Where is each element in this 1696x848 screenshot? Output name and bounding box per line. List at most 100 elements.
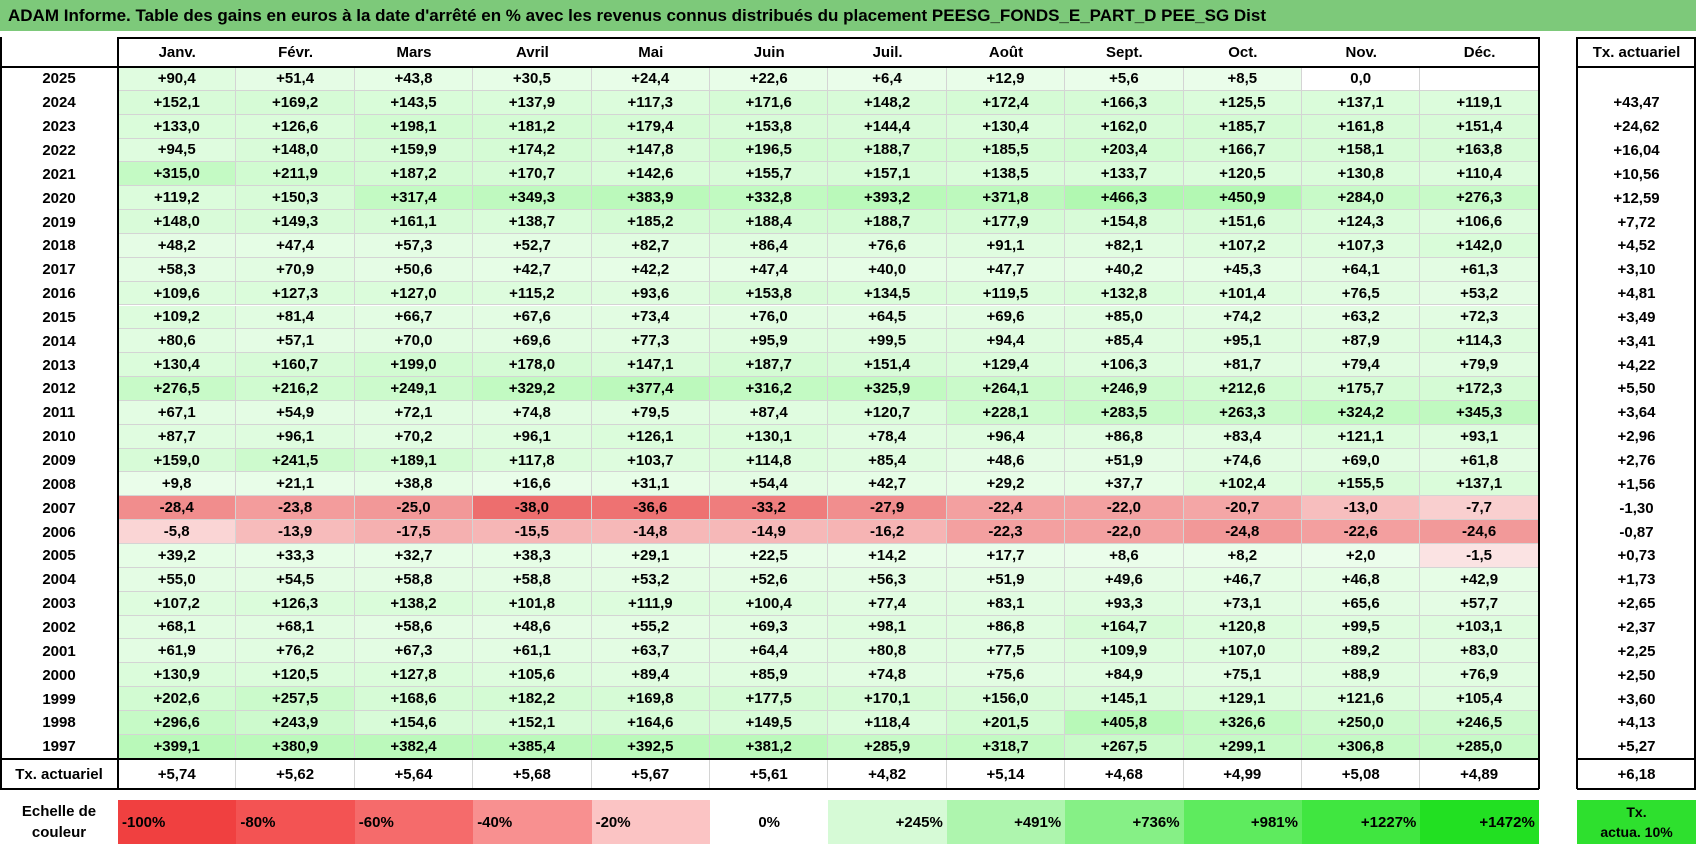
gain-cell: +101,8 <box>473 591 592 616</box>
gain-cell: +345,3 <box>1420 400 1539 425</box>
gain-cell: +77,5 <box>946 639 1066 664</box>
gain-cell: +8,2 <box>1183 544 1302 568</box>
gain-cell: +276,5 <box>118 377 237 401</box>
gain-cell: +182,2 <box>473 687 592 711</box>
gain-cell: +14,2 <box>828 544 947 568</box>
gain-cell: +161,1 <box>354 210 474 234</box>
gain-cell: +105,6 <box>473 663 592 688</box>
gain-cell: +152,1 <box>118 90 237 115</box>
gain-cell: +79,5 <box>591 400 710 425</box>
gain-cell: +129,1 <box>1183 687 1302 711</box>
gain-cell: +76,9 <box>1420 663 1539 688</box>
gain-cell: -25,0 <box>354 496 474 521</box>
gain-cell: +178,0 <box>473 353 592 378</box>
gain-cell: +114,3 <box>1420 329 1539 354</box>
tx-cell: +5,27 <box>1617 738 1656 756</box>
gain-cell: +188,4 <box>710 210 829 234</box>
gain-cell: +83,1 <box>946 591 1066 616</box>
gain-cell: +144,4 <box>828 114 947 139</box>
gain-cell: +187,7 <box>710 353 829 378</box>
gain-cell: -24,8 <box>1183 520 1302 544</box>
gain-cell: +51,9 <box>946 567 1066 592</box>
month-header: Oct. <box>1183 37 1302 67</box>
scale-swatch: +1227% <box>1302 800 1421 844</box>
gain-cell: +107,3 <box>1302 233 1421 258</box>
row-divider <box>0 788 1539 790</box>
tx-cell: +10,56 <box>1613 165 1660 183</box>
gain-cell: +78,4 <box>828 424 947 449</box>
gain-cell: +103,7 <box>591 448 710 473</box>
gain-cell: +98,1 <box>828 615 947 640</box>
gain-cell: +188,7 <box>828 210 947 234</box>
gain-cell: +285,9 <box>828 734 947 759</box>
gain-cell: +111,9 <box>591 591 710 616</box>
gain-cell: +329,2 <box>473 377 592 401</box>
gain-cell: +52,6 <box>710 567 829 592</box>
gain-cell: +147,8 <box>591 138 710 163</box>
year-label: 1997 <box>42 738 76 756</box>
gain-cell: +87,7 <box>118 424 237 449</box>
gain-cell: +105,4 <box>1420 687 1539 711</box>
gain-cell: +99,5 <box>1302 615 1421 640</box>
gain-cell: +69,3 <box>710 615 829 640</box>
gain-cell: +164,6 <box>591 710 710 735</box>
year-label: 2011 <box>42 404 76 422</box>
gain-cell: +48,6 <box>473 615 592 640</box>
scale-swatch: -80% <box>236 800 355 844</box>
gain-cell: +89,2 <box>1302 639 1421 664</box>
gain-cell: +177,9 <box>946 210 1066 234</box>
year-label: 2007 <box>42 499 76 517</box>
gain-cell: +102,4 <box>1183 472 1302 497</box>
month-header: Févr. <box>236 37 355 67</box>
tx-cell: +2,65 <box>1617 595 1656 613</box>
tx-cell: +24,62 <box>1613 118 1660 136</box>
gain-cell: +405,8 <box>1065 710 1184 735</box>
scale-tx-label-line2: actua. 10% <box>1600 824 1673 840</box>
year-label: 2025 <box>42 70 76 88</box>
year-label: 2018 <box>42 237 76 255</box>
gain-cell: +118,4 <box>828 710 947 735</box>
gain-cell: +29,2 <box>946 472 1066 497</box>
gain-cell: +377,4 <box>591 377 710 401</box>
gain-cell: +37,7 <box>1065 472 1184 497</box>
gain-cell: +117,8 <box>473 448 592 473</box>
tx-cell: +2,96 <box>1617 428 1656 446</box>
gain-cell: +72,1 <box>354 400 474 425</box>
year-label: 2009 <box>42 452 76 470</box>
gain-cell: -28,4 <box>118 496 237 521</box>
gain-cell: +61,3 <box>1420 257 1539 282</box>
gain-cell: +399,1 <box>118 734 237 759</box>
gain-cell: +40,0 <box>828 257 947 282</box>
gain-cell: +185,5 <box>946 138 1066 163</box>
gain-cell: +371,8 <box>946 186 1066 211</box>
gain-cell: +151,4 <box>1420 114 1539 139</box>
gain-cell: +48,6 <box>946 448 1066 473</box>
gain-cell: -14,9 <box>710 520 829 544</box>
gain-cell: +163,8 <box>1420 138 1539 163</box>
month-header: Juin <box>710 37 829 67</box>
year-label: 2001 <box>42 642 76 660</box>
gain-cell: +120,8 <box>1183 615 1302 640</box>
gain-cell: +85,4 <box>828 448 947 473</box>
gain-cell: +249,1 <box>354 377 474 401</box>
scale-swatch: +491% <box>946 800 1066 844</box>
footer-tx-cell: +5,67 <box>592 759 710 789</box>
gain-cell: +148,0 <box>236 138 355 163</box>
gain-cell: +46,8 <box>1302 567 1421 592</box>
gain-cell: +120,7 <box>828 400 947 425</box>
tx-cell: +5,50 <box>1617 380 1656 398</box>
year-label: 2005 <box>42 547 76 565</box>
gain-cell: +175,7 <box>1302 377 1421 401</box>
gain-cell: +166,7 <box>1183 138 1302 163</box>
gain-cell: +57,3 <box>354 233 474 258</box>
gain-cell: +87,4 <box>710 400 829 425</box>
gain-cell: +107,2 <box>118 591 237 616</box>
gain-cell: +107,0 <box>1183 639 1302 664</box>
gain-cell: +39,2 <box>118 544 237 568</box>
gain-cell: +70,9 <box>236 257 355 282</box>
month-header: Mars <box>354 37 474 67</box>
gain-cell: +42,7 <box>828 472 947 497</box>
gain-cell: +153,8 <box>710 114 829 139</box>
gain-cell: +196,5 <box>710 138 829 163</box>
tx-cell: +3,10 <box>1617 261 1656 279</box>
